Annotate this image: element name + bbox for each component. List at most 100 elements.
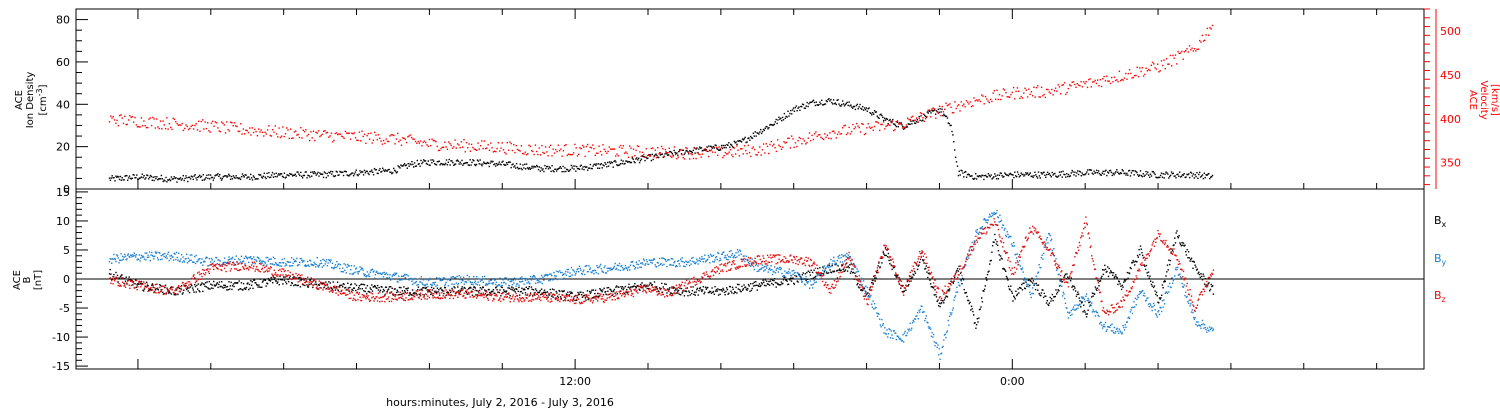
density-series-point — [282, 176, 285, 178]
by-series-point — [881, 324, 884, 326]
bx-series-point — [895, 276, 898, 278]
velocity-series-point — [918, 117, 920, 120]
density-series-point — [371, 169, 373, 171]
density-series-point — [492, 160, 494, 163]
by-series-point — [1016, 257, 1018, 259]
by-series-point — [346, 266, 348, 268]
density-series-point — [391, 172, 393, 175]
density-series-point — [566, 168, 568, 171]
velocity-series-point — [453, 146, 455, 148]
velocity-series-point — [565, 144, 567, 146]
density-series-point — [233, 176, 235, 179]
bx-series-point — [1072, 288, 1075, 291]
bx-series-point — [725, 290, 727, 293]
density-series-point — [372, 174, 375, 176]
velocity-series-point — [454, 139, 456, 141]
density-series-point — [674, 151, 676, 154]
velocity-series-point — [404, 138, 406, 140]
velocity-series-point — [223, 124, 225, 126]
velocity-series-point — [250, 134, 252, 136]
bx-series-point — [394, 288, 396, 290]
velocity-series-point — [385, 138, 387, 140]
density-series-point — [1014, 171, 1016, 173]
bx-series-point — [449, 289, 451, 291]
by-series-point — [626, 269, 629, 271]
density-series-point — [963, 176, 965, 178]
by-series-point — [831, 263, 833, 265]
by-series-point — [581, 273, 584, 275]
velocity-series-point — [752, 146, 755, 148]
bx-series-point — [382, 291, 384, 293]
density-series-point — [1013, 176, 1015, 179]
velocity-series-point — [620, 144, 622, 147]
bx-series-point — [181, 293, 184, 295]
density-series-point — [887, 123, 889, 125]
bx-series-point — [513, 288, 516, 291]
velocity-series-point — [1187, 51, 1189, 53]
density-series-point — [653, 155, 655, 157]
by-series-point — [324, 263, 326, 265]
density-series-point — [403, 164, 405, 166]
density-series-point — [678, 150, 680, 153]
bx-series-point — [559, 290, 561, 293]
by-series-point — [666, 259, 669, 261]
bx-series-point — [425, 286, 428, 289]
by-series-point — [416, 284, 418, 286]
by-series-point — [368, 273, 370, 275]
bx-series-point — [938, 305, 940, 307]
by-series-point — [766, 267, 768, 269]
velocity-series-point — [560, 148, 562, 150]
density-series-point — [155, 177, 157, 180]
bx-series-point — [1097, 280, 1099, 282]
bx-series-point — [207, 288, 210, 290]
bx-series-point — [1096, 289, 1098, 291]
by-series-point — [117, 257, 119, 259]
velocity-series-point — [592, 144, 594, 146]
velocity-series-point — [1057, 84, 1059, 86]
density-series-point — [804, 107, 806, 109]
by-series-point — [645, 259, 648, 261]
by-series-point — [331, 262, 334, 264]
bx-series-point — [975, 324, 978, 326]
by-series-point — [195, 254, 197, 257]
bx-series-point — [361, 288, 363, 290]
density-series-point — [1066, 173, 1068, 175]
by-series-point — [475, 283, 477, 285]
density-series-point — [164, 180, 166, 182]
by-series-point — [365, 276, 367, 278]
velocity-series-point — [418, 142, 420, 144]
by-series-point — [492, 282, 495, 284]
by-series-point — [620, 265, 622, 268]
density-series-point — [137, 178, 140, 180]
velocity-series-point — [238, 130, 241, 133]
velocity-series-point — [975, 99, 978, 101]
density-series-point — [576, 165, 578, 168]
velocity-series-point — [741, 148, 743, 150]
bx-series-point — [987, 271, 989, 273]
velocity-series-point — [184, 127, 186, 130]
by-series-point — [341, 270, 343, 273]
by-series-point — [571, 274, 573, 276]
bx-series-point — [1052, 299, 1054, 302]
density-series-point — [1030, 175, 1032, 178]
density-series-point — [1179, 176, 1182, 178]
by-series-point — [307, 260, 309, 263]
density-series-point — [818, 103, 820, 106]
density-series-point — [953, 141, 955, 143]
bx-series-point — [1118, 281, 1121, 283]
velocity-series-point — [896, 120, 899, 122]
density-series-point — [725, 147, 727, 149]
density-series-point — [1147, 171, 1149, 173]
by-series-point — [850, 262, 852, 264]
bx-series-point — [129, 279, 132, 281]
by-series-point — [908, 330, 910, 332]
bx-series-point — [489, 291, 491, 294]
bx-series-point — [336, 285, 338, 288]
velocity-series-point — [518, 149, 520, 151]
bx-series-point — [176, 287, 178, 289]
bx-series-point — [610, 290, 613, 292]
bx-series-point — [502, 291, 504, 294]
bx-series-point — [196, 284, 198, 287]
bx-series-point — [997, 250, 1000, 252]
by-series-point — [417, 278, 419, 280]
